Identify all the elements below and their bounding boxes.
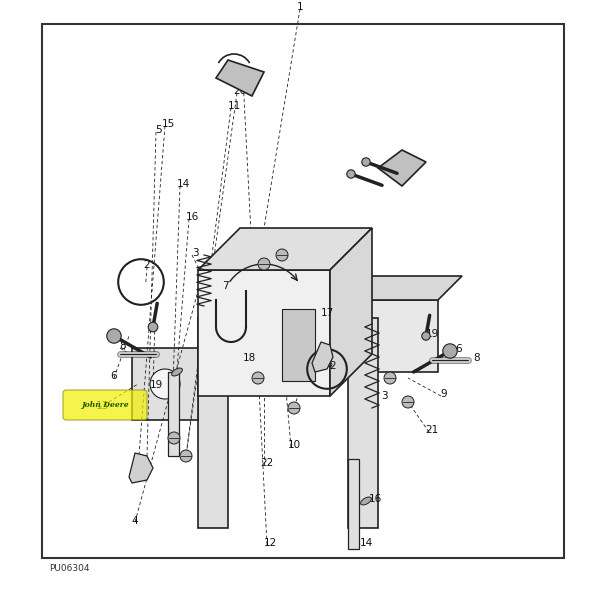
- Circle shape: [288, 402, 300, 414]
- Text: 16: 16: [185, 212, 199, 222]
- Circle shape: [150, 369, 180, 399]
- Polygon shape: [198, 228, 372, 270]
- Text: 11: 11: [227, 101, 241, 111]
- Polygon shape: [216, 60, 264, 96]
- Text: 8: 8: [119, 341, 127, 351]
- Polygon shape: [342, 276, 462, 300]
- Text: 15: 15: [161, 119, 175, 129]
- Circle shape: [402, 396, 414, 408]
- Circle shape: [168, 432, 180, 444]
- Text: 10: 10: [287, 440, 301, 450]
- Circle shape: [258, 258, 270, 270]
- Text: 8: 8: [473, 353, 481, 363]
- Text: 6: 6: [455, 344, 463, 354]
- Bar: [198, 318, 228, 528]
- Polygon shape: [378, 150, 426, 186]
- Circle shape: [422, 332, 430, 340]
- Polygon shape: [342, 300, 438, 372]
- Circle shape: [276, 249, 288, 261]
- Polygon shape: [129, 453, 153, 483]
- Circle shape: [148, 322, 158, 332]
- Text: John Deere: John Deere: [81, 401, 129, 409]
- Circle shape: [107, 329, 121, 343]
- Text: 22: 22: [260, 458, 274, 468]
- Text: 2: 2: [329, 361, 337, 371]
- Circle shape: [347, 170, 355, 178]
- Text: 15: 15: [320, 359, 334, 369]
- Text: 13: 13: [95, 401, 109, 411]
- Text: 5: 5: [314, 355, 322, 365]
- Text: 18: 18: [242, 353, 256, 363]
- Bar: [282, 309, 315, 381]
- Text: 9: 9: [440, 389, 448, 399]
- FancyBboxPatch shape: [42, 24, 564, 558]
- Text: 17: 17: [320, 308, 334, 318]
- Text: 19: 19: [425, 329, 439, 339]
- Text: 20: 20: [233, 86, 247, 96]
- Text: 6: 6: [110, 371, 118, 381]
- Circle shape: [362, 158, 370, 166]
- Polygon shape: [132, 348, 198, 420]
- Text: 7: 7: [221, 281, 229, 291]
- Circle shape: [252, 372, 264, 384]
- Polygon shape: [312, 342, 333, 372]
- Text: 4: 4: [131, 516, 139, 526]
- Text: 14: 14: [176, 179, 190, 189]
- Bar: [168, 372, 179, 456]
- Circle shape: [443, 344, 457, 358]
- Polygon shape: [330, 228, 372, 396]
- Polygon shape: [198, 270, 330, 396]
- Text: PU06304: PU06304: [49, 564, 90, 573]
- Text: 21: 21: [425, 425, 439, 435]
- Text: 12: 12: [263, 538, 277, 548]
- Ellipse shape: [361, 497, 371, 505]
- Text: 5: 5: [155, 125, 163, 135]
- Bar: [348, 459, 359, 549]
- Text: 3: 3: [380, 391, 388, 401]
- Text: 19: 19: [149, 380, 163, 390]
- Bar: [348, 318, 378, 528]
- Text: 3: 3: [191, 248, 199, 258]
- Circle shape: [180, 450, 192, 462]
- Ellipse shape: [172, 368, 182, 376]
- Text: 1: 1: [296, 2, 304, 12]
- Circle shape: [384, 372, 396, 384]
- Text: 16: 16: [368, 494, 382, 504]
- FancyBboxPatch shape: [63, 390, 147, 420]
- Text: 2: 2: [143, 260, 151, 270]
- Text: 14: 14: [359, 538, 373, 548]
